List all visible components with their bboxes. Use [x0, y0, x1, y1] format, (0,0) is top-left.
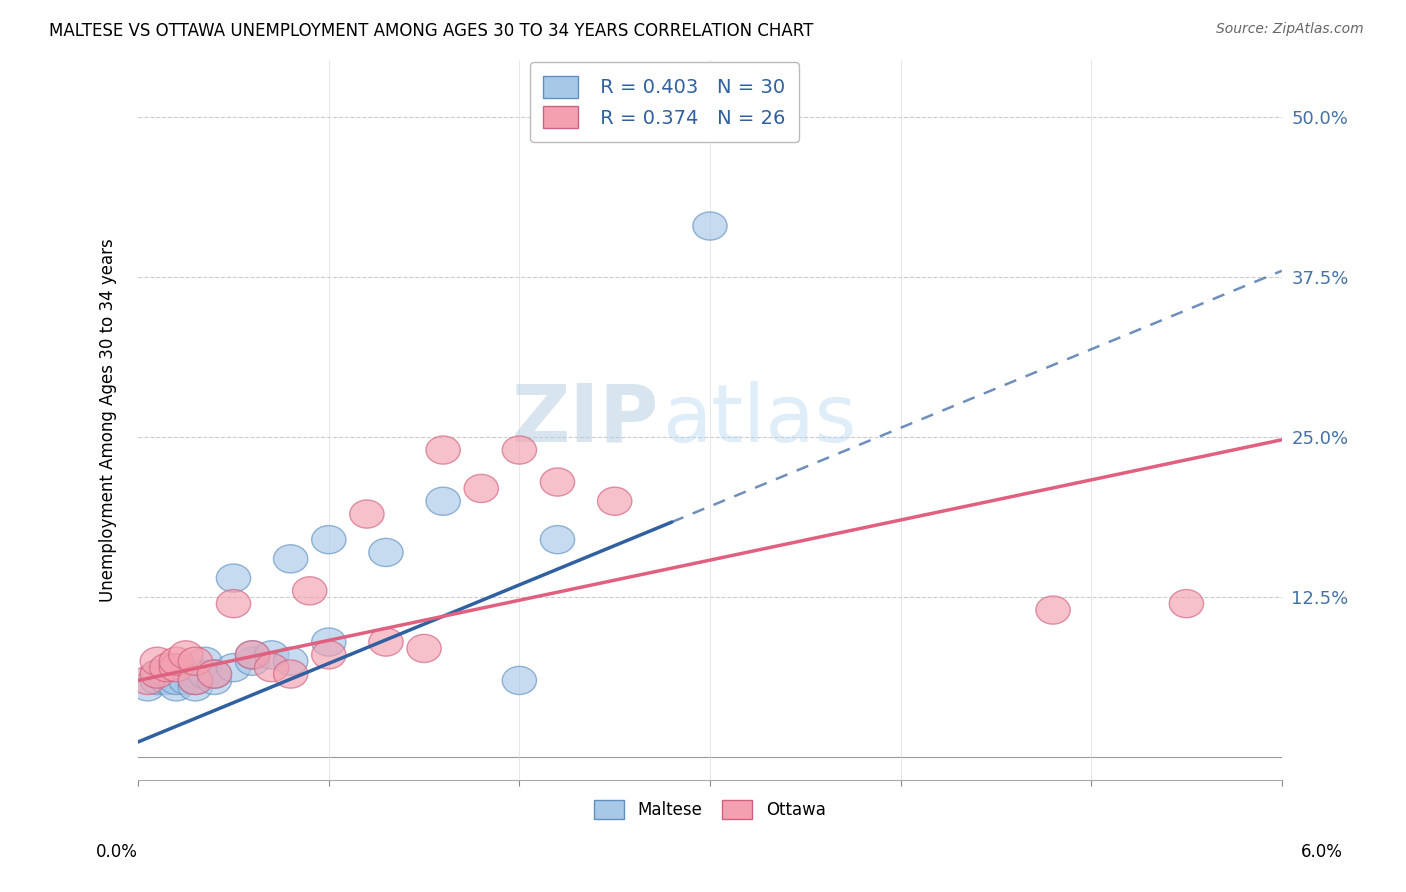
Ellipse shape	[188, 648, 222, 675]
Ellipse shape	[292, 577, 326, 605]
Text: 0.0%: 0.0%	[96, 843, 138, 861]
Ellipse shape	[179, 673, 212, 701]
Ellipse shape	[235, 640, 270, 669]
Ellipse shape	[312, 525, 346, 554]
Ellipse shape	[406, 634, 441, 663]
Ellipse shape	[1036, 596, 1070, 624]
Text: Source: ZipAtlas.com: Source: ZipAtlas.com	[1216, 22, 1364, 37]
Ellipse shape	[141, 666, 174, 695]
Ellipse shape	[159, 654, 194, 681]
Ellipse shape	[217, 564, 250, 592]
Ellipse shape	[197, 660, 232, 688]
Ellipse shape	[274, 545, 308, 573]
Ellipse shape	[141, 660, 174, 688]
Ellipse shape	[141, 660, 174, 688]
Ellipse shape	[502, 666, 537, 695]
Ellipse shape	[274, 660, 308, 688]
Ellipse shape	[188, 660, 222, 688]
Ellipse shape	[149, 654, 184, 681]
Ellipse shape	[693, 212, 727, 240]
Y-axis label: Unemployment Among Ages 30 to 34 years: Unemployment Among Ages 30 to 34 years	[100, 238, 117, 602]
Ellipse shape	[235, 640, 270, 669]
Ellipse shape	[1170, 590, 1204, 618]
Text: ZIP: ZIP	[512, 381, 658, 459]
Ellipse shape	[149, 660, 184, 688]
Ellipse shape	[426, 436, 460, 464]
Ellipse shape	[169, 666, 202, 695]
Ellipse shape	[179, 648, 212, 675]
Ellipse shape	[368, 539, 404, 566]
Ellipse shape	[179, 660, 212, 688]
Ellipse shape	[235, 648, 270, 675]
Ellipse shape	[426, 487, 460, 516]
Ellipse shape	[598, 487, 631, 516]
Ellipse shape	[312, 640, 346, 669]
Ellipse shape	[159, 654, 194, 681]
Ellipse shape	[350, 500, 384, 528]
Ellipse shape	[179, 666, 212, 695]
Ellipse shape	[217, 590, 250, 618]
Ellipse shape	[368, 628, 404, 657]
Ellipse shape	[197, 660, 232, 688]
Ellipse shape	[464, 475, 498, 502]
Ellipse shape	[131, 666, 165, 695]
Ellipse shape	[159, 666, 194, 695]
Ellipse shape	[254, 640, 288, 669]
Ellipse shape	[540, 468, 575, 496]
Ellipse shape	[159, 648, 194, 675]
Ellipse shape	[149, 666, 184, 695]
Ellipse shape	[159, 673, 194, 701]
Ellipse shape	[502, 436, 537, 464]
Ellipse shape	[217, 654, 250, 681]
Text: 6.0%: 6.0%	[1301, 843, 1343, 861]
Ellipse shape	[141, 648, 174, 675]
Ellipse shape	[254, 654, 288, 681]
Text: atlas: atlas	[662, 381, 856, 459]
Ellipse shape	[274, 648, 308, 675]
Text: MALTESE VS OTTAWA UNEMPLOYMENT AMONG AGES 30 TO 34 YEARS CORRELATION CHART: MALTESE VS OTTAWA UNEMPLOYMENT AMONG AGE…	[49, 22, 814, 40]
Ellipse shape	[179, 666, 212, 695]
Ellipse shape	[197, 666, 232, 695]
Ellipse shape	[312, 628, 346, 657]
Legend: Maltese, Ottawa: Maltese, Ottawa	[588, 794, 832, 826]
Ellipse shape	[169, 640, 202, 669]
Ellipse shape	[540, 525, 575, 554]
Ellipse shape	[131, 673, 165, 701]
